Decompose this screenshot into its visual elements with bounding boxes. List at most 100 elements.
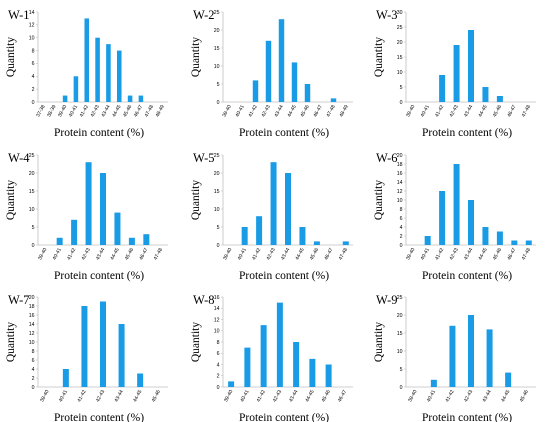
x-axis-title: Protein content (%) xyxy=(239,270,329,282)
y-axis-title: Quantity xyxy=(190,180,202,220)
bar xyxy=(439,75,446,102)
bar xyxy=(62,369,69,387)
category-label: 43-44 xyxy=(273,104,284,118)
category-label: 42-43 xyxy=(260,104,271,118)
category-label: 45-46 xyxy=(122,104,133,118)
category-label: 41-42 xyxy=(79,104,90,118)
panel-label: W-9 xyxy=(376,293,398,307)
bar xyxy=(118,324,125,387)
category-label: 37-38 xyxy=(35,104,46,118)
panel-label: W-1 xyxy=(8,8,30,22)
bar xyxy=(95,37,100,102)
category-label: 46-47 xyxy=(506,104,517,118)
category-label: 47-48 xyxy=(153,247,164,261)
y-tick-label: 20 xyxy=(29,295,35,301)
bar xyxy=(342,241,349,245)
category-label: 47-48 xyxy=(144,104,155,118)
y-tick-label: 18 xyxy=(29,304,35,310)
y-tick-label: 5 xyxy=(217,225,220,231)
y-tick-label: 10 xyxy=(29,207,35,213)
category-label: 43-44 xyxy=(463,247,474,261)
chart-panel-3: W-3 0 5 10 15 20 25 30 39-40 40-41 41-42 42-43 43-44… xyxy=(373,8,536,139)
y-tick-label: 25 xyxy=(397,25,403,31)
bar xyxy=(468,200,474,245)
y-tick-label: 0 xyxy=(400,100,403,106)
category-label: 46-47 xyxy=(323,247,334,261)
bar xyxy=(106,44,111,102)
y-tick-label: 4 xyxy=(400,225,403,231)
y-tick-label: 25 xyxy=(397,295,403,301)
y-tick-label: 2 xyxy=(217,374,220,380)
y-tick-label: 25 xyxy=(214,10,220,16)
category-label: 43-44 xyxy=(482,389,493,403)
chart-panel-8: W-8 0 2 4 6 8 10 12 14 16 39-40 40-41 41-42 42-43 43-4… xyxy=(190,293,353,422)
category-label: 40-41 xyxy=(420,247,431,261)
bar xyxy=(278,19,285,103)
bar xyxy=(276,302,283,387)
bar xyxy=(114,212,121,245)
category-label: 42-43 xyxy=(266,247,277,261)
bar xyxy=(56,237,63,245)
category-label: 45-46 xyxy=(151,389,162,403)
category-label: 47-48 xyxy=(521,104,532,118)
bar xyxy=(116,50,122,102)
y-tick-label: 8 xyxy=(32,48,35,54)
category-label: 39-40 xyxy=(37,247,48,261)
y-tick-label: 0 xyxy=(32,385,35,391)
bar xyxy=(525,240,532,245)
category-label: 45-46 xyxy=(519,389,530,403)
category-label: 45-46 xyxy=(492,247,503,261)
y-tick-label: 20 xyxy=(214,171,220,177)
y-tick-label: 2 xyxy=(32,87,35,93)
bar xyxy=(62,95,68,102)
category-label: 43-44 xyxy=(280,247,291,261)
category-label: 47-48 xyxy=(338,247,349,261)
category-label: 39-40 xyxy=(223,389,234,403)
y-tick-label: 14 xyxy=(397,180,403,186)
y-tick-label: 4 xyxy=(32,74,35,80)
y-tick-label: 15 xyxy=(397,55,403,61)
y-tick-label: 0 xyxy=(217,243,220,249)
y-axis-title: Quantity xyxy=(190,37,202,77)
category-label: 40-41 xyxy=(420,104,431,118)
y-tick-label: 10 xyxy=(29,340,35,346)
y-tick-label: 5 xyxy=(400,85,403,91)
category-label: 39-40 xyxy=(221,104,232,118)
y-tick-label: 14 xyxy=(214,306,220,312)
chart-panel-4: W-4 0 5 10 15 20 25 39-40 40-41 41-42 42-43 43-44 44… xyxy=(5,151,168,282)
category-label: 44-45 xyxy=(477,247,488,261)
panel-label: W-4 xyxy=(8,151,30,165)
category-label: 46-47 xyxy=(138,247,149,261)
x-axis-title: Protein content (%) xyxy=(422,270,512,282)
category-label: 41-42 xyxy=(76,389,87,403)
bar xyxy=(430,379,437,387)
category-label: 39-40 xyxy=(405,104,416,118)
bar xyxy=(100,301,106,387)
y-tick-label: 10 xyxy=(214,207,220,213)
category-label: 42-43 xyxy=(449,104,460,118)
category-label: 42-43 xyxy=(449,247,460,261)
category-label: 44-45 xyxy=(132,389,143,403)
bar xyxy=(482,87,489,102)
y-tick-label: 0 xyxy=(217,385,220,391)
y-axis-title: Quantity xyxy=(373,180,385,220)
bar xyxy=(138,95,144,102)
category-label: 45-46 xyxy=(299,104,310,118)
y-tick-label: 10 xyxy=(214,329,220,335)
y-tick-label: 8 xyxy=(217,340,220,346)
category-label: 40-41 xyxy=(234,104,245,118)
x-axis-title: Protein content (%) xyxy=(54,127,144,139)
y-tick-label: 10 xyxy=(397,70,403,76)
y-axis-title: Quantity xyxy=(5,180,17,220)
category-label: 46-47 xyxy=(506,247,517,261)
y-tick-label: 0 xyxy=(32,100,35,106)
category-label: 48-49 xyxy=(155,104,166,118)
category-label: 39-40 xyxy=(57,104,68,118)
bar xyxy=(325,364,332,387)
bar xyxy=(486,329,493,387)
y-tick-label: 2 xyxy=(32,376,35,382)
bar xyxy=(252,80,259,102)
bar xyxy=(453,45,460,102)
y-tick-label: 6 xyxy=(32,358,35,364)
bar xyxy=(228,381,235,387)
